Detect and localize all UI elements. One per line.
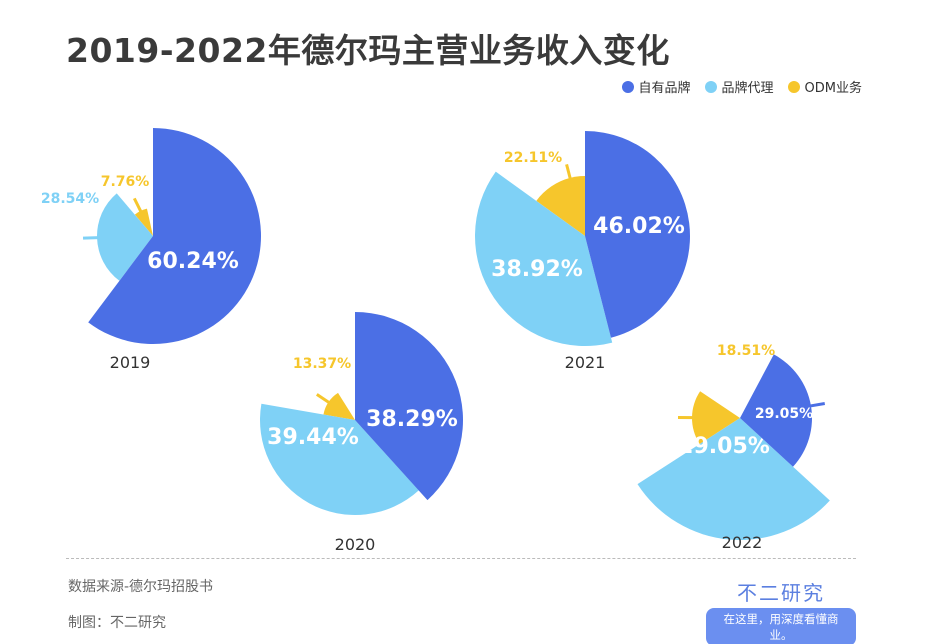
legend-item-odm: ODM业务: [787, 77, 862, 96]
legend: 自有品牌 品牌代理 ODM业务: [621, 77, 862, 96]
chart-title: 2019-2022年德尔玛主营业务收入变化: [66, 31, 670, 70]
year-label: 2022: [722, 533, 763, 552]
slice-label: 60.24%: [147, 249, 239, 274]
pie-slice-2021-1: [475, 171, 613, 346]
slice-label: 38.92%: [491, 257, 583, 282]
pie-slice-2021-0: [585, 131, 691, 338]
slice-label: 29.05%: [755, 406, 813, 422]
pie-slice-2020-1: [260, 403, 419, 515]
label-leader-line: [315, 393, 331, 405]
year-label: 2020: [335, 535, 376, 554]
pie-slice-2019-0: [88, 128, 261, 344]
label-leader-line: [808, 402, 826, 408]
slice-label: 38.29%: [366, 407, 458, 432]
source-note: 数据来源-德尔玛招股书: [68, 579, 214, 595]
slice-label: 22.11%: [504, 150, 562, 166]
pie-slice-2022-2: [692, 391, 740, 445]
legend-swatch: [787, 80, 800, 93]
year-label: 2021: [565, 353, 606, 372]
pie-slice-2019-1: [96, 193, 153, 281]
legend-label: ODM业务: [804, 81, 862, 96]
slice-label: 7.76%: [101, 174, 150, 190]
legend-item-own-brand: 自有品牌: [621, 77, 691, 96]
pie-slice-2019-2: [134, 208, 153, 236]
label-leader-line: [565, 163, 573, 181]
legend-item-agency: 品牌代理: [704, 77, 774, 96]
slice-label: 28.54%: [41, 191, 99, 207]
brand-name: 不二研究: [737, 581, 825, 605]
year-label: 2019: [110, 353, 151, 372]
legend-label: 自有品牌: [638, 81, 691, 96]
maker-note: 制图：不二研究: [68, 615, 166, 631]
slice-label: 13.37%: [293, 356, 351, 372]
pie-slice-2022-1: [637, 418, 830, 540]
label-leader-line: [132, 197, 143, 214]
legend-swatch: [621, 80, 634, 93]
legend-label: 品牌代理: [721, 81, 774, 96]
legend-swatch: [704, 80, 717, 93]
pie-slice-2022-0: [740, 354, 812, 467]
brand-logo: 不二研究 在这里，用深度看懂商业。: [706, 577, 856, 644]
slice-label: 18.51%: [717, 343, 775, 359]
slice-label: 29.05%: [678, 434, 770, 459]
slice-label: 46.02%: [593, 214, 685, 239]
pie-slice-2020-2: [323, 392, 355, 420]
pie-slice-2020-0: [355, 312, 464, 501]
slice-label: 39.44%: [267, 425, 359, 450]
divider: [66, 558, 856, 559]
brand-slogan: 在这里，用深度看懂商业。: [706, 608, 856, 644]
